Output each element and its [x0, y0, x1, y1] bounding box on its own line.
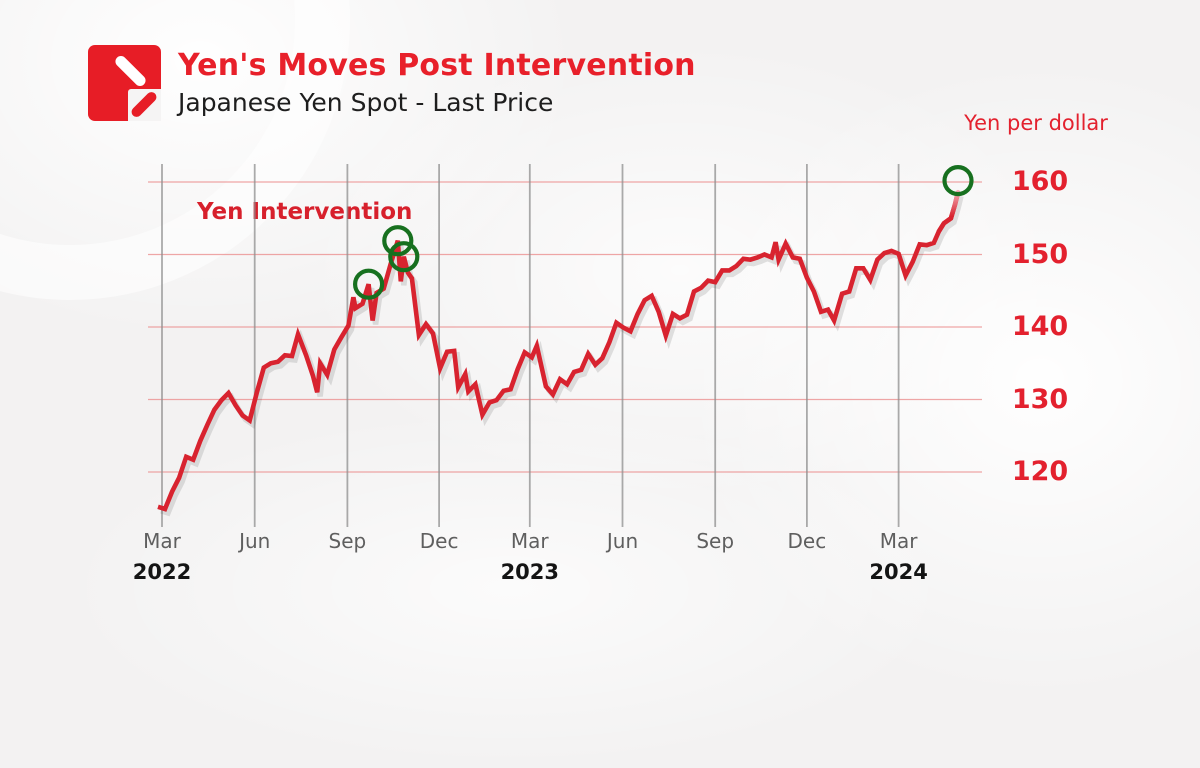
x-axis-month-label: Mar	[879, 529, 918, 553]
y-axis-tick-label: 150	[1011, 238, 1069, 270]
x-axis-month-label: Jun	[239, 529, 271, 553]
background-swirl	[680, 60, 1200, 700]
x-axis-month-label: Sep	[696, 529, 735, 553]
intervention-circle	[942, 165, 974, 197]
price-line	[157, 191, 961, 512]
price-line-layer	[157, 189, 964, 517]
page-subtitle: Japanese Yen Spot - Last Price	[178, 88, 554, 117]
intervention-circle	[382, 225, 414, 257]
intervention-circle	[388, 241, 420, 273]
x-axis-month-label: Mar	[510, 529, 549, 553]
intervention-circle	[353, 268, 385, 300]
logo-slash-icon	[113, 53, 148, 89]
y-axis-tick-label: 120	[1011, 456, 1069, 487]
intervention-annotation: Yen Intervention	[197, 199, 413, 225]
page-title: Yen's Moves Post Intervention	[178, 48, 696, 83]
background-swirl	[60, 408, 960, 768]
x-axis-month-label: Sep	[328, 529, 367, 553]
y-axis-tick-label: 160	[1011, 166, 1069, 197]
x-axis-year-label: 2024	[869, 560, 928, 584]
y-axis-unit-label: Yen per dollar	[964, 111, 1108, 135]
x-axis-month-label: Jun	[606, 529, 639, 553]
x-axis-year-label: 2022	[132, 560, 192, 584]
intervention-circles-layer	[353, 165, 974, 300]
price-line-end-fade	[936, 189, 961, 234]
background-ring	[0, 0, 350, 300]
x-axis-month-label: Mar	[143, 529, 181, 553]
y-axis-tick-label: 130	[1011, 383, 1069, 415]
logo-slash-icon	[129, 90, 159, 119]
firstpost-logo	[88, 45, 161, 121]
logo-corner-cut	[128, 89, 161, 121]
price-line-shadow	[160, 195, 964, 517]
horizontal-gridlines	[148, 181, 982, 473]
y-axis-tick-label: 140	[1011, 311, 1069, 342]
x-axis-month-label: Dec	[787, 529, 827, 553]
x-axis-year-label: 2023	[500, 560, 560, 584]
x-axis-month-label: Dec	[419, 529, 459, 553]
